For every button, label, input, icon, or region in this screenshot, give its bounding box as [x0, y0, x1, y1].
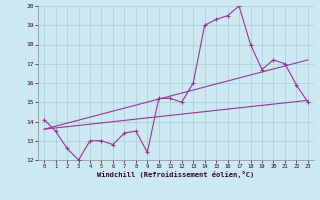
X-axis label: Windchill (Refroidissement éolien,°C): Windchill (Refroidissement éolien,°C) [97, 171, 255, 178]
